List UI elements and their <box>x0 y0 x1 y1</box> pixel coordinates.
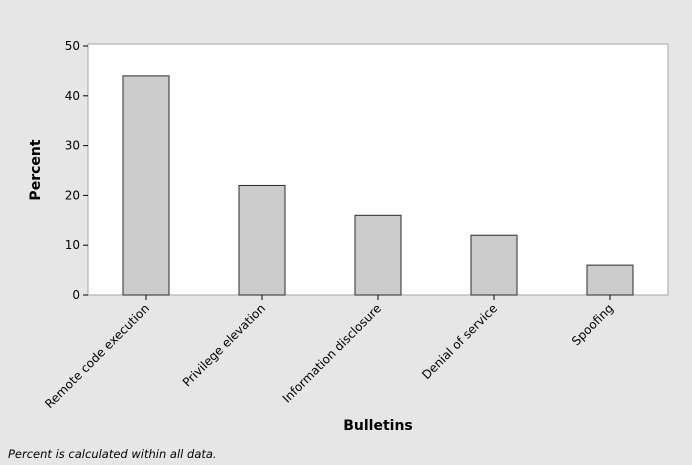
y-axis-title: Percent <box>28 139 44 200</box>
x-axis-title: Bulletins <box>343 418 413 434</box>
bars <box>122 75 634 296</box>
footnote: Percent is calculated within all data. <box>8 447 217 461</box>
y-tick-label: 20 <box>65 188 80 202</box>
bar <box>238 184 286 296</box>
bar <box>122 75 170 296</box>
y-tick-label: 30 <box>65 139 80 153</box>
bar <box>354 214 402 296</box>
bar <box>586 264 634 296</box>
y-axis: 0 10 20 30 40 50 <box>65 39 88 302</box>
bar <box>470 234 518 296</box>
y-tick-label: 50 <box>65 39 80 53</box>
y-tick-label: 0 <box>72 288 80 302</box>
y-tick-label: 40 <box>65 89 80 103</box>
y-tick-label: 10 <box>65 238 80 252</box>
